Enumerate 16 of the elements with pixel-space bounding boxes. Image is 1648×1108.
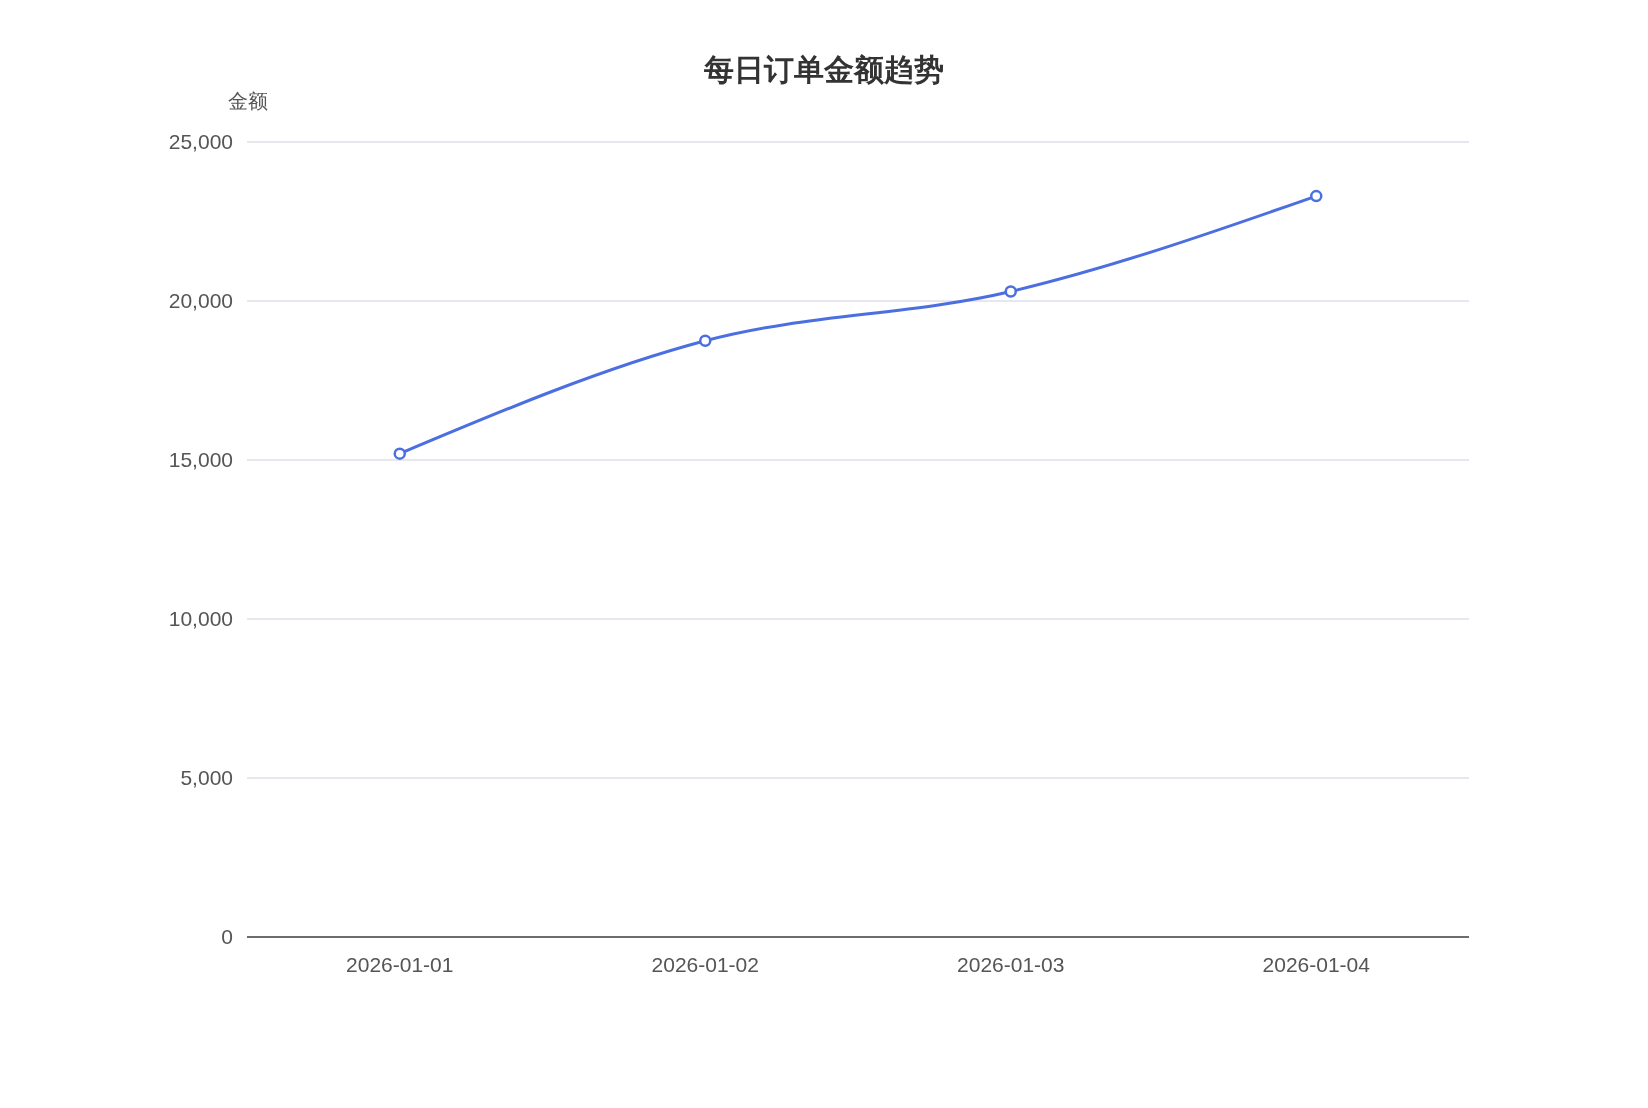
- point: [1310, 189, 1323, 203]
- chart-title: 每日订单金额趋势: [703, 53, 944, 86]
- x-tick-label: 2026-01-01: [346, 953, 454, 976]
- x-tick-label: 2026-01-02: [651, 953, 759, 976]
- y-tick-label: 20,000: [168, 289, 233, 313]
- y-tick-label: 0: [221, 925, 233, 949]
- point: [1004, 285, 1017, 298]
- y-tick-label: 25,000: [168, 130, 233, 154]
- y-tick-label: 15,000: [168, 448, 233, 472]
- y-tick-label: 5,000: [180, 766, 233, 790]
- x-tick-label: 2026-01-03: [957, 953, 1065, 976]
- y-tick-label: 10,000: [168, 607, 233, 631]
- point: [699, 334, 712, 347]
- y-axis-title: 金额: [228, 90, 268, 112]
- point: [393, 447, 406, 460]
- x-tick-label: 2026-01-04: [1262, 953, 1371, 976]
